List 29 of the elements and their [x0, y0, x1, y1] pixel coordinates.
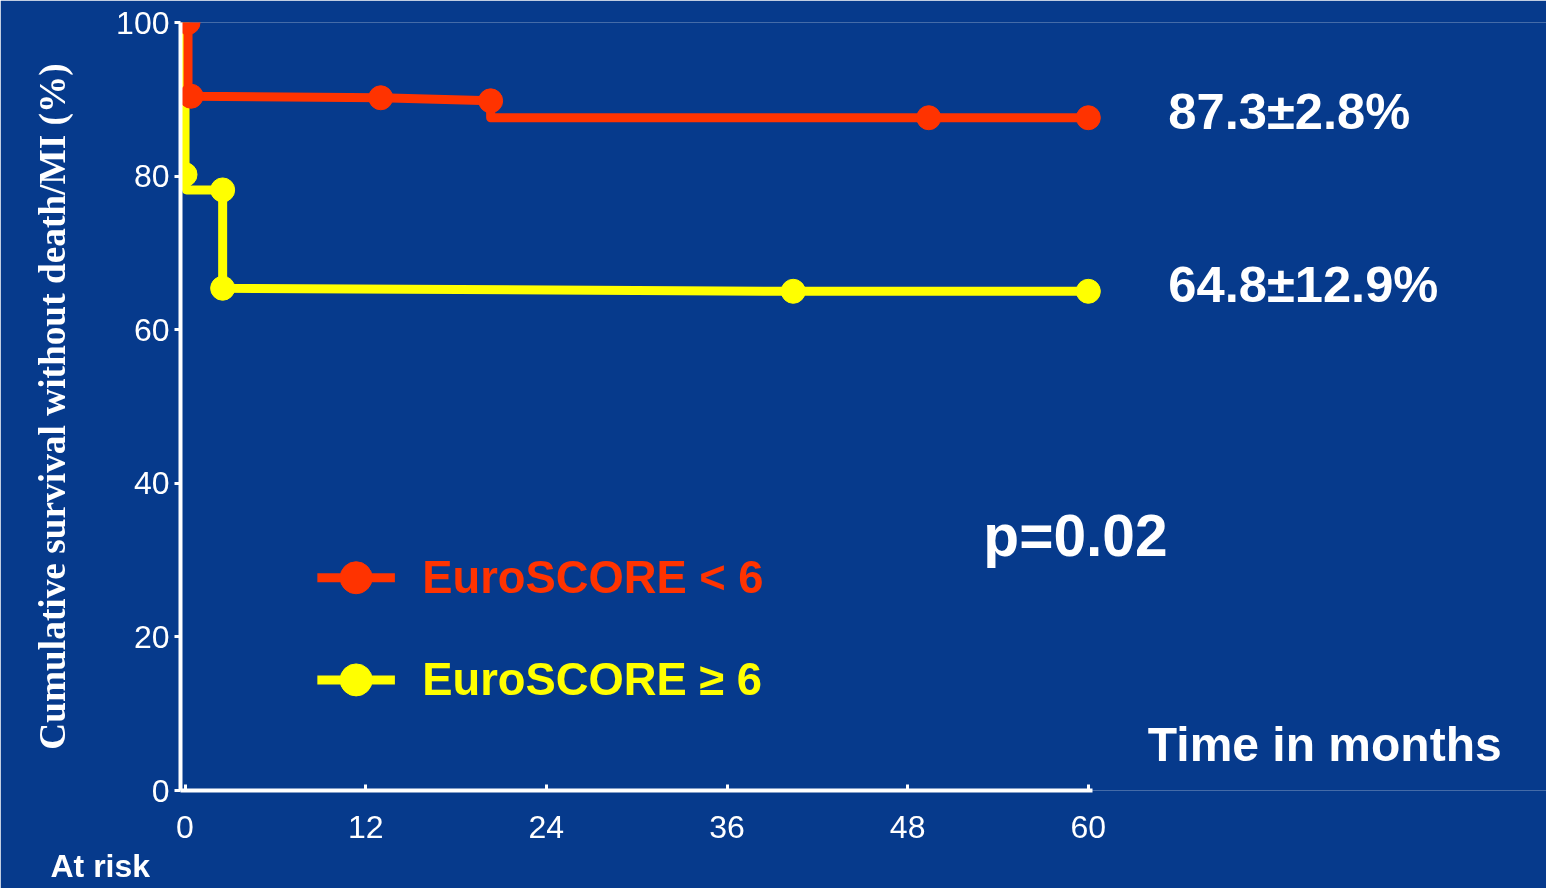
y-tick-label: 20 — [133, 618, 170, 655]
point — [916, 105, 942, 131]
x-tick-label: 24 — [528, 808, 565, 845]
x-tick-label: 48 — [889, 808, 926, 845]
point — [210, 177, 236, 203]
legend-label: EuroSCORE < 6 — [422, 552, 764, 604]
point — [368, 85, 394, 111]
point — [478, 88, 504, 114]
x-tick-label: 60 — [1070, 808, 1107, 845]
y-tick-label: 0 — [151, 772, 170, 809]
point — [1075, 105, 1101, 131]
x-tick-label: 12 — [347, 808, 384, 845]
point — [1075, 278, 1101, 304]
annotation: 64.8±12.9% — [1168, 255, 1439, 313]
x-tick-label: 36 — [709, 808, 745, 845]
annotation: 87.3±2.8% — [1168, 83, 1411, 141]
text: At risk — [50, 847, 151, 884]
y-tick-label: 80 — [133, 158, 170, 195]
point — [180, 83, 204, 109]
y-tick-label: 100 — [116, 4, 170, 41]
legend-label: EuroSCORE ≥ 6 — [422, 654, 762, 706]
point — [210, 275, 236, 301]
point — [780, 278, 806, 304]
annotation: p=0.02 — [983, 502, 1168, 568]
y-axis-title: Cumulative survival without death/MI (%) — [32, 63, 75, 750]
y-tick-label: 40 — [133, 465, 170, 502]
x-tick-label: 0 — [176, 808, 194, 845]
x-axis-title: Time in months — [1147, 717, 1502, 771]
y-tick-label: 60 — [133, 311, 170, 348]
